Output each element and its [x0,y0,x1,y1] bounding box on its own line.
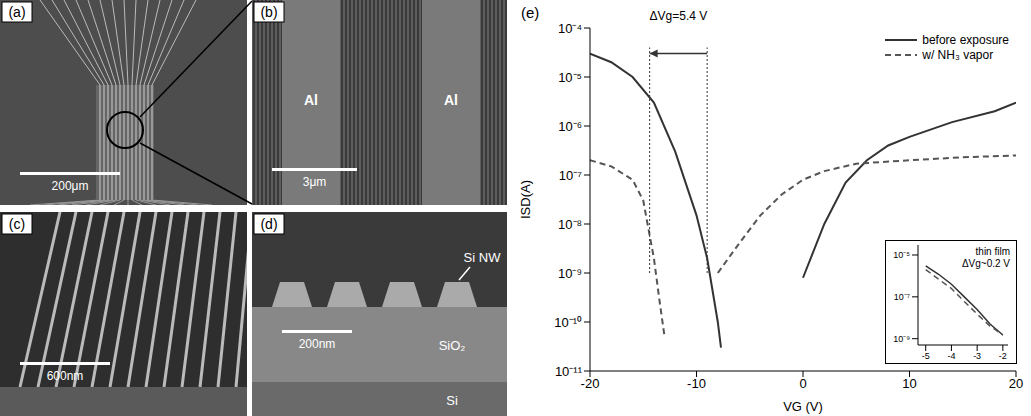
svg-text:10: 10 [902,376,916,391]
svg-text:Si NW: Si NW [464,250,502,265]
svg-text:(a): (a) [8,4,25,20]
html-text:w/ NH₃ vapor: w/ NH₃ vapor [922,47,994,62]
svg-text:-10: -10 [687,376,706,391]
svg-text:-3: -3 [973,351,981,361]
svg-text:VG (V): VG (V) [783,399,823,414]
svg-text:-20: -20 [581,376,600,391]
svg-text:10⁻¹¹: 10⁻¹¹ [555,364,583,379]
svg-text:3μm: 3μm [303,175,327,189]
svg-text:20: 20 [1009,376,1023,391]
svg-text:10⁻⁹: 10⁻⁹ [558,266,582,281]
svg-text:-5: -5 [922,351,930,361]
svg-text:10⁻⁴: 10⁻⁴ [558,21,582,36]
svg-text:Al: Al [304,92,318,108]
svg-text:SiO₂: SiO₂ [439,338,466,353]
svg-text:-4: -4 [947,351,955,361]
svg-text:Si: Si [446,393,458,408]
html-text:before exposure: before exposure [922,32,1009,47]
html-text:ΔVg~0.2 V: ΔVg~0.2 V [961,258,1010,269]
svg-text:10⁻⁸: 10⁻⁸ [558,217,582,232]
html-text:(e): (e) [521,4,540,21]
svg-text:10⁻⁵: 10⁻⁵ [558,70,582,85]
svg-text:200μm: 200μm [52,179,89,193]
svg-text:10⁻⁷: 10⁻⁷ [559,168,582,183]
svg-text:600nm: 600nm [47,369,84,383]
svg-text:10⁻⁶: 10⁻⁶ [558,119,582,134]
html-text:thin film: thin film [975,246,1010,257]
svg-text:-2: -2 [999,351,1007,361]
svg-text:10⁻⁷: 10⁻⁷ [894,292,910,302]
svg-text:200nm: 200nm [299,337,336,351]
svg-text:10⁻¹⁰: 10⁻¹⁰ [554,315,582,330]
svg-text:0: 0 [799,376,806,391]
svg-text:ISD(A): ISD(A) [518,180,533,219]
svg-text:10⁻⁵: 10⁻⁵ [893,250,910,260]
svg-text:(d): (d) [260,216,277,232]
svg-text:(c): (c) [9,216,25,232]
svg-text:(b): (b) [260,4,277,20]
svg-text:ΔVg=5.4 V: ΔVg=5.4 V [650,9,708,23]
svg-text:10⁻⁹: 10⁻⁹ [893,334,910,344]
svg-text:Al: Al [444,92,458,108]
